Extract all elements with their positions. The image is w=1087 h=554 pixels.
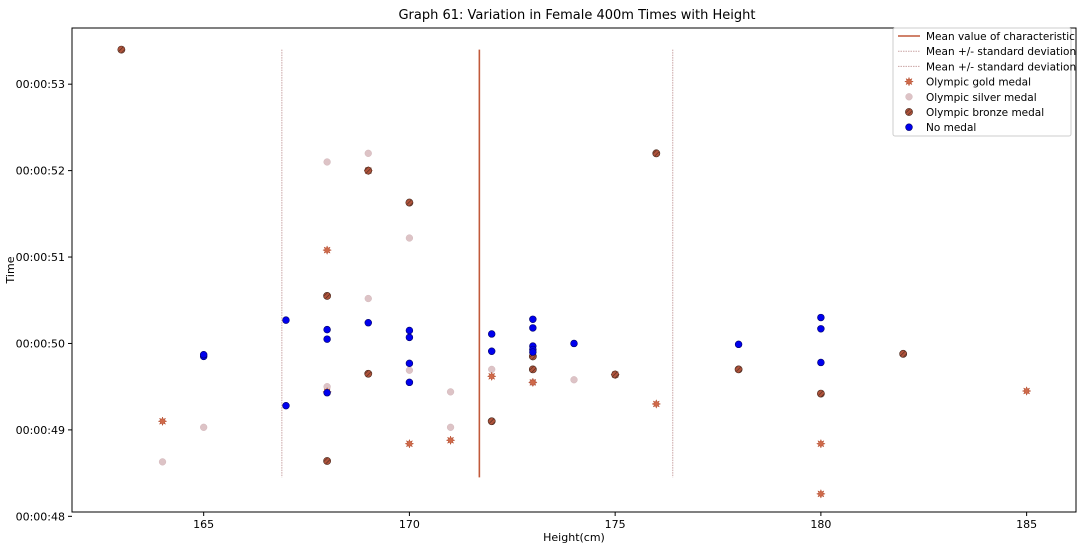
point-olympic-bronze-medal — [734, 365, 743, 374]
y-tick-label: 00:00:50 — [16, 337, 65, 350]
legend-marker-swatch — [905, 108, 913, 116]
point-no-medal — [734, 340, 743, 349]
legend-marker-swatch — [905, 123, 913, 131]
reference-lines — [281, 49, 674, 478]
data-points — [117, 45, 1032, 499]
legend-label: Olympic silver medal — [926, 92, 1037, 104]
legend-entry: Mean +/- standard deviation — [898, 46, 1076, 58]
series-olympic-gold-medal — [157, 165, 1032, 499]
chart-title: Graph 61: Variation in Female 400m Times… — [398, 8, 755, 23]
point-no-medal — [488, 347, 496, 355]
point-no-medal — [199, 351, 208, 359]
point-no-medal — [282, 316, 290, 324]
legend: Mean value of characteristic Mean +/- sta… — [892, 27, 1076, 137]
point-olympic-bronze-medal — [528, 365, 537, 374]
point-olympic-gold-medal — [815, 438, 826, 449]
x-axis-label: Height(cm) — [543, 531, 605, 544]
point-olympic-silver-medal — [446, 388, 455, 396]
point-olympic-bronze-medal — [117, 45, 126, 54]
point-olympic-bronze-medal — [611, 370, 620, 379]
x-tick-label: 175 — [605, 518, 626, 531]
point-no-medal — [405, 359, 414, 368]
point-olympic-bronze-medal — [899, 349, 908, 358]
legend-label: Olympic gold medal — [926, 77, 1031, 89]
legend-label: Mean +/- standard deviation — [926, 46, 1076, 58]
point-olympic-gold-medal — [404, 438, 415, 449]
point-olympic-silver-medal — [570, 376, 578, 384]
point-no-medal — [529, 348, 537, 356]
x-tick-label: 180 — [810, 518, 831, 531]
point-no-medal — [323, 335, 331, 343]
point-olympic-bronze-medal — [323, 292, 332, 300]
point-olympic-gold-medal — [527, 377, 538, 388]
legend-entry: No medal — [905, 122, 976, 134]
point-no-medal — [405, 333, 414, 342]
series-olympic-bronze-medal — [117, 45, 908, 465]
x-tick-label: 185 — [1016, 518, 1037, 531]
point-olympic-bronze-medal — [487, 417, 496, 426]
y-tick-label: 00:00:53 — [16, 78, 65, 91]
point-olympic-gold-medal — [445, 435, 456, 446]
point-olympic-bronze-medal — [816, 389, 825, 398]
series-no-medal — [199, 313, 825, 410]
point-olympic-silver-medal — [364, 294, 372, 303]
y-tick-label: 00:00:52 — [16, 165, 65, 178]
legend-label: No medal — [926, 122, 976, 134]
point-olympic-silver-medal — [405, 366, 414, 374]
point-no-medal — [488, 330, 496, 338]
point-olympic-gold-medal — [1021, 386, 1032, 396]
point-olympic-bronze-medal — [323, 457, 332, 465]
series-olympic-silver-medal — [158, 149, 578, 466]
point-no-medal — [817, 358, 825, 367]
y-tick-label: 00:00:51 — [16, 251, 65, 264]
point-olympic-bronze-medal — [652, 149, 661, 158]
point-no-medal — [405, 326, 414, 335]
point-no-medal — [529, 324, 537, 332]
point-no-medal — [570, 339, 578, 348]
y-tick-label: 00:00:48 — [16, 510, 65, 523]
axis-ticks: 165 170 175 180 185 00:00:48 00:00:49 00:00:50 0… — [16, 78, 1038, 531]
legend-entry: Olympic gold medal — [904, 76, 1031, 89]
legend-label: Olympic bronze medal — [926, 107, 1044, 119]
legend-items: Mean value of characteristic Mean +/- sta… — [898, 31, 1076, 134]
point-olympic-bronze-medal — [364, 369, 373, 378]
point-olympic-silver-medal — [158, 458, 167, 466]
legend-marker-swatch — [904, 76, 914, 87]
point-no-medal — [323, 325, 331, 334]
point-olympic-bronze-medal — [364, 166, 373, 175]
y-tick-label: 00:00:49 — [16, 424, 65, 437]
point-no-medal — [405, 378, 414, 387]
x-tick-label: 170 — [399, 518, 420, 531]
point-olympic-silver-medal — [364, 149, 372, 157]
legend-entry: Olympic silver medal — [905, 92, 1037, 104]
point-no-medal — [282, 401, 290, 410]
point-olympic-gold-medal — [651, 399, 662, 409]
legend-marker-swatch — [905, 93, 913, 101]
x-tick-label: 165 — [193, 518, 214, 531]
point-no-medal — [817, 313, 825, 322]
y-axis-label: Time — [4, 256, 17, 284]
legend-entry: Mean +/- standard deviation — [898, 61, 1076, 73]
point-no-medal — [529, 315, 537, 323]
point-no-medal — [817, 325, 825, 333]
point-olympic-gold-medal — [322, 245, 333, 256]
point-olympic-silver-medal — [323, 158, 331, 166]
point-olympic-silver-medal — [200, 423, 208, 431]
point-olympic-bronze-medal — [405, 198, 414, 207]
legend-entry: Mean value of characteristic — [898, 31, 1075, 43]
point-olympic-silver-medal — [446, 423, 455, 431]
plot-frame — [71, 27, 1077, 513]
legend-label: Mean +/- standard deviation — [926, 61, 1076, 73]
point-olympic-gold-medal — [157, 416, 168, 427]
point-olympic-silver-medal — [405, 234, 414, 242]
point-olympic-gold-medal — [815, 488, 826, 499]
legend-entry: Olympic bronze medal — [905, 107, 1044, 119]
legend-label: Mean value of characteristic — [926, 31, 1075, 43]
point-no-medal — [323, 389, 331, 397]
point-olympic-gold-medal — [486, 371, 497, 382]
point-no-medal — [364, 319, 372, 327]
legend-box — [892, 27, 1072, 137]
